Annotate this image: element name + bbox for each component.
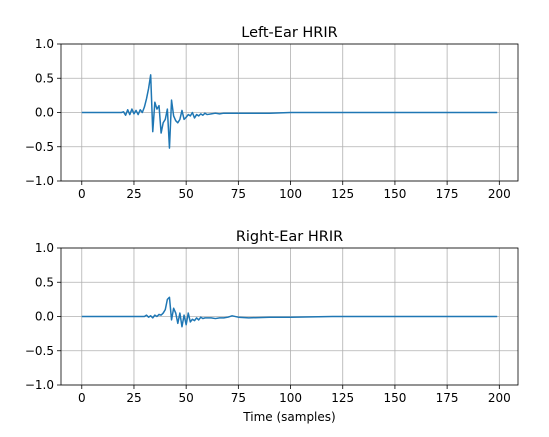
- subplot-2: 0 25 50 75 100 125 150 175 200 −1.0 −0.5 0.0 0.5 1.0 R…: [25, 229, 519, 424]
- x-tick-label: 150: [383, 187, 406, 201]
- y-tick-label: 0.0: [35, 106, 54, 120]
- x-tick-label: 25: [126, 391, 141, 405]
- x-tick-label: 125: [331, 391, 354, 405]
- x-tick-label: 175: [436, 391, 459, 405]
- x-tick-label: 50: [179, 187, 194, 201]
- x-tick-label: 100: [279, 391, 302, 405]
- x-tick-label: 75: [231, 391, 246, 405]
- x-tick-label: 200: [488, 187, 511, 201]
- x-tick-label: 0: [78, 391, 86, 405]
- y-axis: −1.0 −0.5 0.0 0.5 1.0: [25, 241, 61, 392]
- y-tick-label: 0.5: [35, 71, 54, 85]
- y-tick-label: −0.5: [25, 140, 54, 154]
- y-tick-label: −1.0: [25, 378, 54, 392]
- y-tick-label: 1.0: [35, 241, 54, 255]
- x-axis-label: Time (samples): [242, 410, 335, 424]
- y-tick-label: 0.0: [35, 310, 54, 324]
- subplots: 0 25 50 75 100 125 150 175 200 −1.0 −0.5 0.0 0.5 1.0 L…: [25, 25, 519, 424]
- x-axis: 0 25 50 75 100 125 150 175 200: [78, 385, 511, 405]
- series-line: [81, 296, 498, 328]
- y-tick-label: 0.5: [35, 275, 54, 289]
- x-tick-label: 100: [279, 187, 302, 201]
- x-tick-label: 25: [126, 187, 141, 201]
- series-line: [81, 74, 498, 149]
- x-tick-label: 150: [383, 391, 406, 405]
- chart-title: Right-Ear HRIR: [236, 229, 343, 245]
- chart-title: Left-Ear HRIR: [241, 25, 337, 41]
- x-tick-label: 0: [78, 187, 86, 201]
- subplot-1: 0 25 50 75 100 125 150 175 200 −1.0 −0.5 0.0 0.5 1.0 L…: [25, 25, 519, 201]
- x-axis: 0 25 50 75 100 125 150 175 200: [78, 181, 511, 201]
- y-tick-label: −0.5: [25, 344, 54, 358]
- x-tick-label: 200: [488, 391, 511, 405]
- x-tick-label: 75: [231, 187, 246, 201]
- x-tick-label: 175: [436, 187, 459, 201]
- x-tick-label: 125: [331, 187, 354, 201]
- y-tick-label: −1.0: [25, 174, 54, 188]
- x-tick-label: 50: [179, 391, 194, 405]
- y-axis: −1.0 −0.5 0.0 0.5 1.0: [25, 37, 61, 188]
- y-tick-label: 1.0: [35, 37, 54, 51]
